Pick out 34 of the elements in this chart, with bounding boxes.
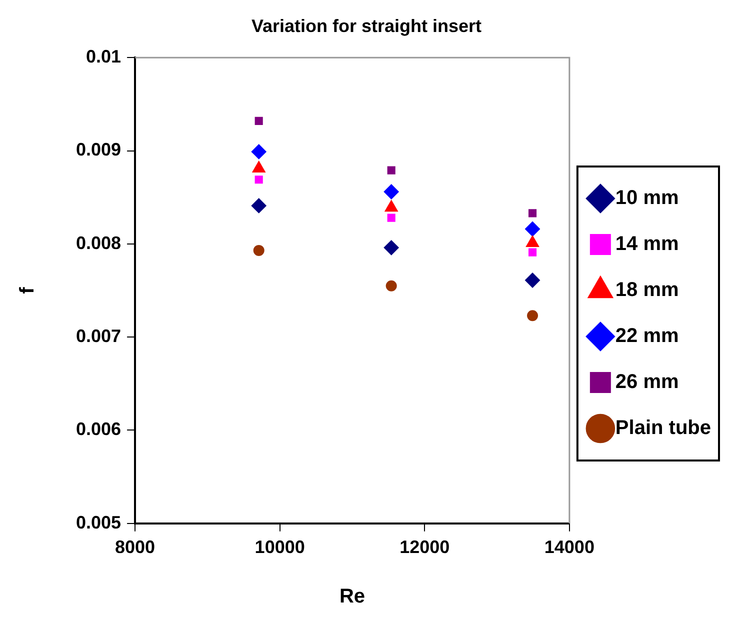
point: [527, 310, 538, 322]
x-axis-title: Re: [339, 586, 366, 608]
y-tick-label: 0.008: [76, 232, 122, 253]
legend-label: 18 mm: [615, 279, 679, 302]
point: [251, 144, 266, 160]
y-tick-label: 0.01: [86, 46, 122, 67]
point: [386, 280, 397, 292]
legend-label: 22 mm: [615, 325, 679, 348]
point: [528, 209, 537, 218]
y-axis-title: f: [16, 286, 39, 294]
point: [384, 240, 399, 256]
x-tick-label: 12000: [400, 537, 450, 558]
point: [253, 244, 264, 256]
legend-label: 14 mm: [615, 233, 679, 256]
point: [251, 198, 266, 214]
x-tick-label: 10000: [254, 537, 305, 558]
x-tick-label: 8000: [115, 537, 156, 558]
point: [387, 166, 396, 174]
legend-label: 26 mm: [615, 371, 679, 394]
point: [387, 214, 396, 222]
y-tick-label: 0.006: [76, 419, 122, 440]
point: [525, 222, 540, 237]
x-tick-label: 14000: [544, 537, 594, 558]
point: [384, 184, 399, 200]
y-tick-label: 0.007: [76, 326, 122, 346]
legend-label: 10 mm: [615, 187, 679, 210]
point: [254, 176, 263, 184]
point: [254, 116, 263, 125]
point: [528, 248, 537, 256]
y-tick-label: 0.009: [76, 140, 122, 160]
point: [525, 272, 540, 288]
y-tick-label: 0.005: [76, 512, 122, 532]
chart-title: Variation for straight insert: [251, 16, 482, 36]
legend-label: Plain tube: [615, 417, 712, 440]
